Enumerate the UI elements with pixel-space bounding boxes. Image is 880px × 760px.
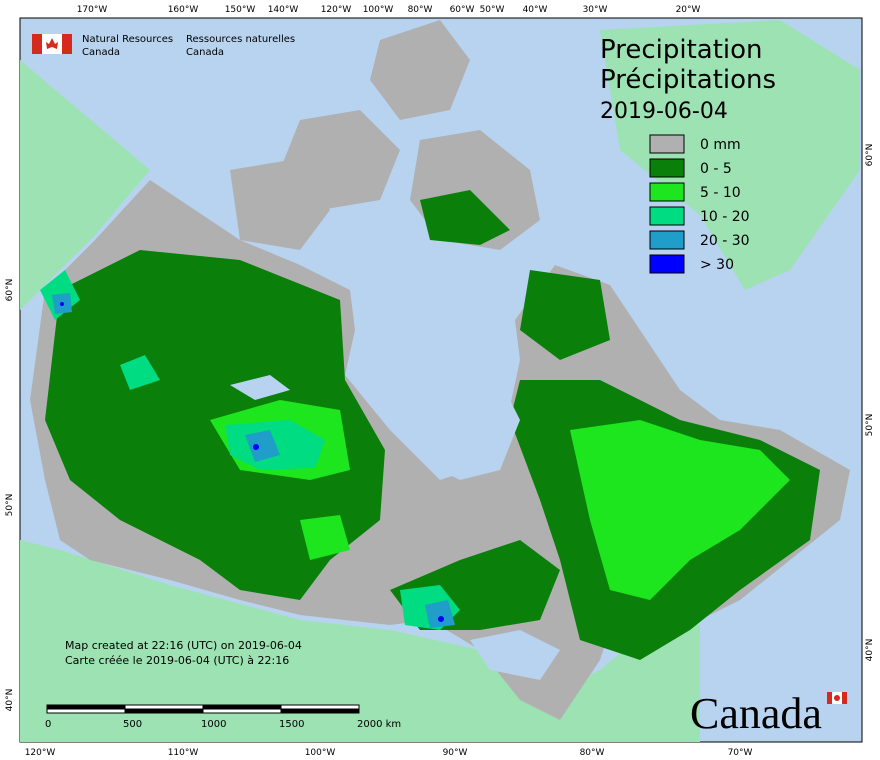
graticule-label: 40°W [523, 5, 548, 15]
legend-swatch [649, 134, 685, 154]
legend-label: 0 - 5 [700, 161, 732, 177]
precip-area [420, 190, 510, 245]
agency-en: Natural Resources [82, 34, 173, 45]
graticule-label: 60°W [450, 5, 475, 15]
graticule-label: 40°N [865, 639, 875, 662]
scale-label: 500 [123, 719, 142, 730]
legend-label: 5 - 10 [700, 185, 741, 201]
legend-label: 10 - 20 [700, 209, 750, 225]
agency-fr: Ressources naturelles [186, 34, 295, 45]
great-lakes [470, 630, 560, 680]
scale-label: 1000 [201, 719, 226, 730]
legend-label: 20 - 30 [700, 233, 750, 249]
scale-segment [124, 704, 204, 710]
scale-label: 0 [45, 719, 51, 730]
canada [30, 20, 850, 720]
note: Carte créée le 2019-06-04 (UTC) à 22:16 [65, 654, 289, 667]
agency-fr: Canada [186, 47, 224, 58]
wordmark-flag [827, 692, 847, 704]
graticule-label: 150°W [225, 5, 256, 15]
legend-swatch [649, 182, 685, 202]
graticule-label: 90°W [443, 748, 468, 758]
precip-area [425, 600, 455, 628]
greenland [600, 20, 860, 290]
scale-segment [124, 708, 204, 714]
precip-area [245, 430, 280, 462]
agency-en: Canada [82, 47, 120, 58]
graticule-label: 100°W [305, 748, 336, 758]
graticule-label: 70°W [728, 748, 753, 758]
scale-segment [280, 708, 360, 714]
graticule-label: 120°W [321, 5, 352, 15]
precip-area [120, 355, 160, 390]
graticule-label: 140°W [268, 5, 299, 15]
legend-swatch [649, 158, 685, 178]
graticule-label: 160°W [168, 5, 199, 15]
alaska [20, 60, 150, 310]
graticule-label: 120°W [25, 748, 56, 758]
graticule-label: 110°W [168, 748, 199, 758]
scale-segment [202, 704, 282, 710]
scale-segment [202, 708, 282, 714]
legend: 0 mm 0 - 5 5 - 10 10 - 20 20 - 30 > 30 [649, 134, 750, 274]
map-date: 2019-06-04 [600, 99, 728, 124]
precip-area [570, 420, 790, 600]
legend-label: > 30 [700, 257, 734, 273]
graticule-label: 20°W [676, 5, 701, 15]
scale-bar: 0 500 1000 1500 2000 km [45, 704, 401, 730]
graticule-label: 60°N [865, 144, 875, 167]
graticule-label: 50°W [480, 5, 505, 15]
scale-segment [280, 704, 360, 710]
precip-area [520, 270, 610, 360]
lake [230, 375, 290, 400]
legend-swatch [649, 254, 685, 274]
precip-area [253, 444, 259, 450]
graticule-label: 50°N [865, 414, 875, 437]
precip-area [300, 515, 350, 560]
graticule-label: 170°W [77, 5, 108, 15]
graticule-label: 80°W [408, 5, 433, 15]
graticule-label: 80°W [580, 748, 605, 758]
title-en: Precipitation [600, 35, 763, 65]
wordmark: Canada [690, 689, 822, 738]
graticule-label: 40°N [5, 689, 15, 712]
title-fr: Précipitations [600, 65, 776, 95]
precip-area [60, 302, 64, 306]
nrcan-flag [32, 34, 72, 54]
hudson-bay [390, 370, 520, 480]
arctic-island [370, 20, 470, 120]
scale-segment [46, 704, 126, 710]
graticule: 170°W 160°W 150°W 140°W 120°W 100°W 80°W 60°W 50… [5, 5, 875, 758]
graticule-label: 30°W [583, 5, 608, 15]
graticule-label: 60°N [5, 279, 15, 302]
legend-swatch [649, 230, 685, 250]
scale-label: 1500 [279, 719, 304, 730]
graticule-label: 100°W [363, 5, 394, 15]
arctic-island [230, 160, 330, 250]
scale-label: 2000 km [357, 719, 401, 730]
united-states [20, 540, 700, 742]
scale-segment [46, 708, 126, 714]
legend-label: 0 mm [700, 137, 741, 153]
graticule-label: 50°N [5, 494, 15, 517]
note: Map created at 22:16 (UTC) on 2019-06-04 [65, 639, 302, 652]
legend-swatch [649, 206, 685, 226]
precip-area [438, 616, 444, 622]
